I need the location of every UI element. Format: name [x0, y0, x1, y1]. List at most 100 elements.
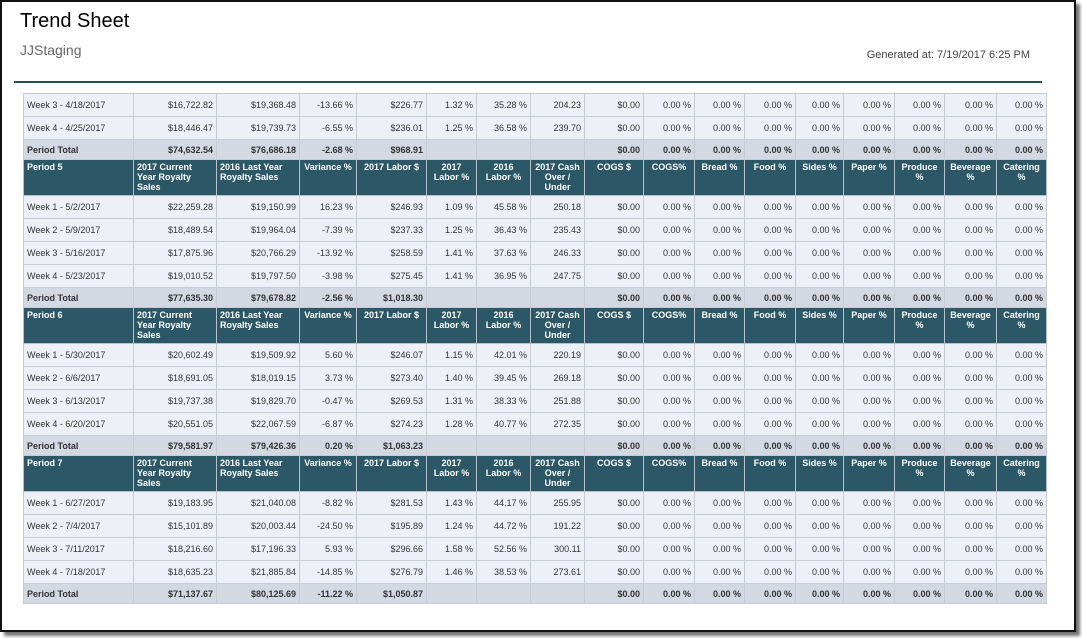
column-header: COGS% [643, 307, 695, 344]
period-total-row-cell: 0.00 % [795, 287, 844, 308]
period-name: Period 7 [23, 455, 134, 492]
period-total-row-cell [426, 583, 477, 604]
column-header: Produce % [894, 159, 945, 196]
column-header: 2017 Current Year Royalty Sales [133, 307, 217, 344]
period-total-row-cell [476, 583, 531, 604]
week-row-cell: 35.28 % [476, 93, 531, 117]
week-row-cell: 0.00 % [744, 241, 796, 265]
week-row-cell: Week 2 - 7/4/2017 [23, 514, 134, 538]
column-header: Bread % [694, 159, 745, 196]
period-total-row-cell: 0.00 % [795, 583, 844, 604]
period-total-row-cell: $74,632.54 [133, 139, 217, 160]
column-header: Catering % [996, 159, 1047, 196]
week-row-cell: 1.58 % [426, 537, 477, 561]
week-row-cell: 0.00 % [795, 241, 844, 265]
period-header-row: Period 7 2017 Current Year Royalty Sales 2… [23, 455, 1047, 492]
week-row-cell: $18,489.54 [133, 218, 217, 242]
week-row-cell: 247.75 [530, 264, 585, 288]
period-total-row-cell: Period Total [23, 287, 134, 308]
column-header: 2017 Labor % [426, 307, 477, 344]
period-total-row-cell: 0.00 % [944, 139, 997, 160]
column-header: Variance % [299, 159, 357, 196]
week-row: Week 2 - 5/9/2017 $18,489.54 $19,964.04 -7.… [23, 218, 1047, 242]
week-row-cell: Week 4 - 6/20/2017 [23, 412, 134, 436]
period-total-row-cell: 0.00 % [694, 583, 745, 604]
week-row-cell: $0.00 [584, 218, 644, 242]
week-row-cell: $281.53 [356, 491, 427, 515]
week-row-cell: $226.77 [356, 93, 427, 117]
week-row-cell: $0.00 [584, 412, 644, 436]
week-row-cell: $22,259.28 [133, 195, 217, 219]
week-row-cell: 0.00 % [996, 412, 1047, 436]
column-header: Variance % [299, 455, 357, 492]
week-row-cell: 0.00 % [944, 241, 997, 265]
week-row-cell: 0.00 % [996, 389, 1047, 413]
week-row: Week 1 - 5/30/2017 $20,602.49 $19,509.92 5.… [23, 343, 1047, 367]
period-total-row: Period Total $77,635.30 $79,678.82 -2.56 % $… [23, 287, 1047, 308]
column-header: Food % [744, 159, 796, 196]
week-row-cell: $22,067.59 [216, 412, 300, 436]
week-row-cell: $236.01 [356, 116, 427, 140]
column-header: 2017 Cash Over / Under [530, 455, 585, 492]
week-row-cell: 0.00 % [795, 560, 844, 584]
week-row-cell: 1.46 % [426, 560, 477, 584]
period-total-row-cell [530, 139, 585, 160]
week-row-cell: 40.77 % [476, 412, 531, 436]
week-row-cell: 0.00 % [643, 343, 695, 367]
week-row-cell: 0.00 % [944, 491, 997, 515]
week-row-cell: $17,196.33 [216, 537, 300, 561]
column-header: 2017 Current Year Royalty Sales [133, 455, 217, 492]
period-total-row-cell: 0.00 % [795, 139, 844, 160]
column-header: Sides % [795, 307, 844, 344]
week-row-cell: $19,964.04 [216, 218, 300, 242]
column-header: 2017 Labor $ [356, 159, 427, 196]
period-total-row-cell: Period Total [23, 583, 134, 604]
week-row-cell: Week 1 - 6/27/2017 [23, 491, 134, 515]
week-row-cell: 0.00 % [944, 116, 997, 140]
week-row-cell: 204.23 [530, 93, 585, 117]
week-row-cell: Week 4 - 4/25/2017 [23, 116, 134, 140]
week-row-cell: 1.24 % [426, 514, 477, 538]
column-header: Paper % [843, 159, 895, 196]
week-row-cell: 0.00 % [694, 116, 745, 140]
week-row-cell: $18,019.15 [216, 366, 300, 390]
week-row-cell: 0.00 % [843, 218, 895, 242]
week-row-cell: 0.00 % [795, 514, 844, 538]
week-row-cell: $0.00 [584, 366, 644, 390]
column-header: Sides % [795, 455, 844, 492]
period-total-row-cell: $76,686.18 [216, 139, 300, 160]
week-row-cell: 0.00 % [843, 343, 895, 367]
period-total-row-cell: 0.00 % [694, 435, 745, 456]
week-row-cell: 0.00 % [944, 343, 997, 367]
week-row-cell: 1.41 % [426, 264, 477, 288]
week-row-cell: 0.00 % [795, 366, 844, 390]
week-row-cell: $0.00 [584, 195, 644, 219]
week-row-cell: -24.50 % [299, 514, 357, 538]
week-row-cell: $0.00 [584, 491, 644, 515]
week-row-cell: 0.00 % [996, 560, 1047, 584]
week-row-cell: 0.00 % [795, 537, 844, 561]
week-row-cell: 0.00 % [744, 366, 796, 390]
week-row-cell: 0.00 % [944, 264, 997, 288]
week-row-cell: 0.00 % [894, 560, 945, 584]
period-total-row-cell: 0.00 % [744, 287, 796, 308]
week-row-cell: 0.00 % [944, 537, 997, 561]
week-row-cell: 0.00 % [996, 241, 1047, 265]
period-total-row-cell [530, 583, 585, 604]
period-total-row-cell: 0.00 % [643, 139, 695, 160]
week-row: Week 4 - 7/18/2017 $18,635.23 $21,885.84 -1… [23, 560, 1047, 584]
week-row-cell: 45.58 % [476, 195, 531, 219]
column-header: COGS $ [584, 455, 644, 492]
week-row-cell: 191.22 [530, 514, 585, 538]
week-row-cell: 0.00 % [744, 343, 796, 367]
week-row-cell: 0.00 % [795, 389, 844, 413]
week-row-cell: 0.00 % [694, 241, 745, 265]
column-header: COGS% [643, 455, 695, 492]
column-header: 2017 Labor % [426, 159, 477, 196]
week-row-cell: 0.00 % [843, 93, 895, 117]
week-row-cell: 0.00 % [744, 412, 796, 436]
week-row-cell: 0.00 % [944, 366, 997, 390]
period-total-row-cell: 0.00 % [843, 435, 895, 456]
week-row-cell: 44.17 % [476, 491, 531, 515]
week-row-cell: 0.00 % [643, 412, 695, 436]
